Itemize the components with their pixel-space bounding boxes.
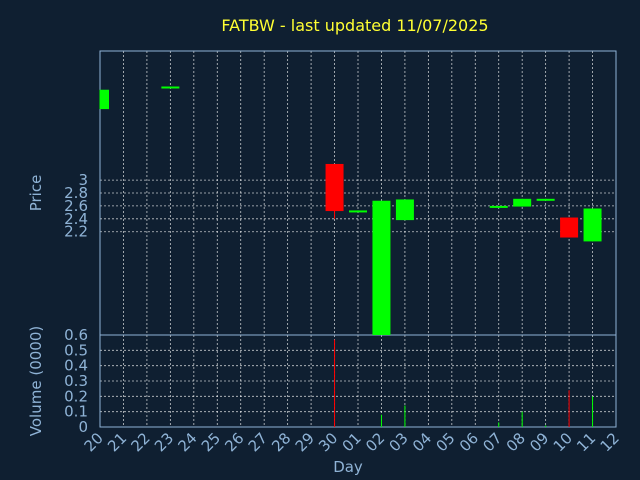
candle-body (161, 86, 180, 89)
x-tick-label: 11 (573, 429, 599, 455)
x-tick-label: 09 (526, 429, 552, 455)
x-tick-label: 23 (151, 429, 177, 455)
price-grid (100, 51, 616, 335)
x-tick-label: 24 (174, 429, 200, 455)
candle-body (536, 198, 555, 201)
x-tick-label: 12 (597, 429, 623, 455)
volume-tick-label: 0.3 (64, 372, 88, 390)
x-tick-label: 03 (386, 429, 412, 455)
price-tick-label: 2.2 (64, 223, 88, 241)
x-tick-label: 28 (268, 429, 294, 455)
candle-body (100, 89, 109, 110)
candle-body (349, 210, 367, 213)
price-tick-label: 3 (78, 171, 88, 189)
chart-title: FATBW - last updated 11/07/2025 (221, 16, 488, 35)
x-tick-label: 22 (128, 429, 154, 455)
x-tick-label: 21 (104, 429, 130, 455)
price-axis-ticks: 2.22.42.62.83 (64, 171, 88, 241)
volume-bars (334, 339, 594, 427)
x-tick-label: 29 (292, 429, 318, 455)
candle-body (489, 205, 508, 208)
candle-body (560, 217, 579, 238)
x-tick-label: 27 (245, 429, 271, 455)
volume-tick-label: 0.1 (64, 403, 88, 421)
x-tick-label: 10 (550, 429, 576, 455)
candle-body (372, 200, 391, 335)
candle-body (325, 163, 344, 212)
x-axis-label: Day (333, 458, 363, 476)
candle-body (583, 208, 602, 242)
volume-axis-label: Volume (0000) (27, 326, 45, 436)
x-tick-label: 04 (409, 429, 435, 455)
x-tick-label: 08 (503, 429, 529, 455)
volume-panel-frame (99, 334, 617, 428)
price-tick-label: 2.6 (64, 197, 88, 215)
price-tick-label: 2.8 (64, 184, 88, 202)
x-tick-label: 05 (432, 429, 458, 455)
x-tick-label: 02 (362, 429, 388, 455)
price-axis-label: Price (27, 175, 45, 212)
volume-grid (100, 335, 616, 427)
x-tick-label: 07 (479, 429, 505, 455)
x-tick-label: 30 (315, 429, 341, 455)
x-tick-label: 25 (198, 429, 224, 455)
x-tick-label: 06 (456, 429, 482, 455)
volume-tick-label: 0.6 (64, 326, 88, 344)
candle-body (395, 199, 414, 221)
volume-axis-ticks: 00.10.20.30.40.50.6 (64, 326, 88, 436)
x-tick-label: 26 (221, 429, 247, 455)
volume-tick-label: 0.2 (64, 387, 88, 405)
x-tick-label: 01 (339, 429, 365, 455)
price-tick-label: 2.4 (64, 210, 88, 228)
volume-tick-label: 0.4 (64, 357, 88, 375)
x-axis-ticks: 2021222324252627282930010203040506070809… (81, 429, 623, 455)
volume-tick-label: 0 (78, 418, 88, 436)
volume-tick-label: 0.5 (64, 341, 88, 359)
candles (99, 86, 602, 335)
candle-body (513, 198, 532, 207)
